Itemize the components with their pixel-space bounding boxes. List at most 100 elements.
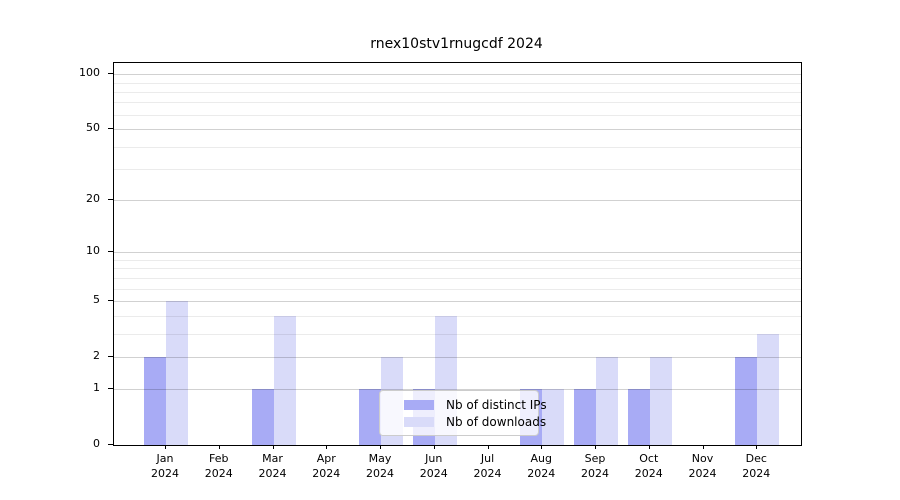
x-tick-mark [595, 445, 596, 449]
x-label-month: Apr [316, 452, 336, 465]
x-label-month: Feb [209, 452, 229, 465]
chart-title: rnex10stv1rnugcdf 2024 [370, 36, 543, 52]
gridline-minor [114, 288, 801, 290]
x-label-month: Sep [584, 452, 606, 465]
x-tick-mark [702, 445, 704, 449]
bar-may-distinct-ips [359, 389, 381, 445]
gridline-major [114, 356, 801, 358]
x-tick-mark [272, 445, 274, 449]
gridline-major [114, 129, 801, 131]
y-tick-label: 0 [93, 437, 100, 450]
x-label-year: 2024 [634, 467, 663, 480]
x-tick-mark [165, 445, 166, 449]
x-label-year: 2024 [473, 467, 502, 480]
x-label-year: 2024 [151, 467, 179, 480]
y-tick-mark [108, 300, 113, 301]
x-tick-label-oct: Oct 2024 [619, 451, 679, 481]
x-tick-label-aug: Aug 2024 [511, 451, 571, 481]
x-label-year: 2024 [366, 467, 394, 480]
x-tick-mark [380, 445, 381, 449]
y-tick-mark [108, 355, 113, 357]
x-tick-label-dec: Dec 2024 [726, 451, 786, 481]
x-label-year: 2024 [742, 467, 771, 480]
bar-dec-distinct-ips [735, 356, 758, 445]
y-tick-mark [108, 388, 113, 390]
gridline-major [114, 252, 801, 254]
x-label-month: Jan [156, 452, 174, 465]
gridline-minor [114, 259, 801, 261]
bar-oct-downloads [649, 356, 672, 445]
legend-swatch-downloads [404, 416, 434, 427]
x-tick-label-may: May 2024 [350, 451, 410, 481]
y-tick-label: 50 [86, 121, 100, 135]
bar-mar-distinct-ips [251, 389, 274, 445]
x-tick-mark [648, 445, 650, 449]
x-tick-mark [433, 445, 435, 449]
bar-oct-distinct-ips [627, 389, 650, 445]
x-tick-mark [487, 445, 489, 449]
bar-sep-downloads [596, 356, 618, 445]
y-tick-label: 10 [86, 244, 100, 258]
gridline-minor [114, 91, 801, 93]
x-label-month: May [368, 452, 392, 465]
bar-aug-downloads [542, 389, 565, 445]
x-tick-mark [541, 445, 543, 449]
x-label-year: 2024 [204, 467, 233, 480]
gridline-minor [114, 268, 801, 270]
legend-swatch-distinct-ips [404, 399, 434, 410]
y-tick-mark [108, 251, 113, 253]
gridline-minor [114, 146, 801, 148]
bar-sep-distinct-ips [574, 389, 596, 445]
x-label-month: Aug [530, 452, 552, 465]
bar-jan-downloads [166, 301, 188, 445]
x-label-month: Dec [745, 452, 767, 465]
y-tick-label: 100 [79, 66, 100, 80]
x-label-year: 2024 [312, 467, 341, 480]
x-tick-label-apr: Apr 2024 [296, 451, 356, 481]
x-label-year: 2024 [527, 467, 556, 480]
gridline-major [114, 74, 801, 76]
y-tick-label: 2 [93, 348, 100, 362]
legend-entry-distinct-ips: Nb of distinct IPs [404, 396, 547, 413]
plot-area: Nb of distinct IPs Nb of downloads [113, 62, 802, 446]
y-tick-label: 20 [86, 192, 100, 206]
x-tick-label-jul: Jul 2024 [458, 451, 518, 481]
gridline-minor [114, 277, 801, 279]
gridlines-layer [114, 63, 801, 445]
x-tick-label-mar: Mar 2024 [243, 451, 303, 481]
x-tick-label-nov: Nov 2024 [673, 451, 733, 481]
x-label-year: 2024 [258, 467, 287, 480]
x-tick-mark [218, 445, 220, 449]
x-tick-mark [756, 445, 758, 449]
x-tick-mark [326, 445, 328, 449]
x-label-year: 2024 [688, 467, 717, 480]
x-label-year: 2024 [419, 467, 448, 480]
x-label-year: 2024 [581, 467, 609, 480]
y-tick-label: 5 [93, 293, 100, 306]
legend-label-distinct-ips: Nb of distinct IPs [446, 397, 547, 412]
x-tick-label-feb: Feb 2024 [189, 451, 249, 481]
y-tick-label: 1 [93, 381, 100, 395]
gridline-minor [114, 114, 801, 116]
x-tick-label-sep: Sep 2024 [565, 451, 625, 481]
x-label-month: Oct [639, 452, 659, 465]
y-tick-mark [108, 128, 113, 130]
gridline-major [114, 200, 801, 202]
legend: Nb of distinct IPs Nb of downloads [379, 390, 547, 436]
x-tick-label-jan: Jan 2024 [135, 451, 195, 481]
gridline-minor [114, 102, 801, 104]
legend-entry-downloads: Nb of downloads [404, 413, 546, 430]
gridline-minor [114, 82, 801, 84]
gridline-minor [114, 169, 801, 171]
gridline-major [114, 301, 801, 302]
y-tick-mark [108, 73, 113, 75]
x-label-month: Mar [262, 452, 283, 465]
x-label-month: Jul [480, 452, 495, 465]
bar-dec-downloads [757, 333, 780, 445]
y-tick-mark [108, 199, 113, 201]
y-tick-mark [108, 444, 113, 445]
x-label-month: Nov [691, 452, 714, 465]
gridline-major [114, 389, 801, 391]
x-label-month: Jun [425, 452, 443, 465]
